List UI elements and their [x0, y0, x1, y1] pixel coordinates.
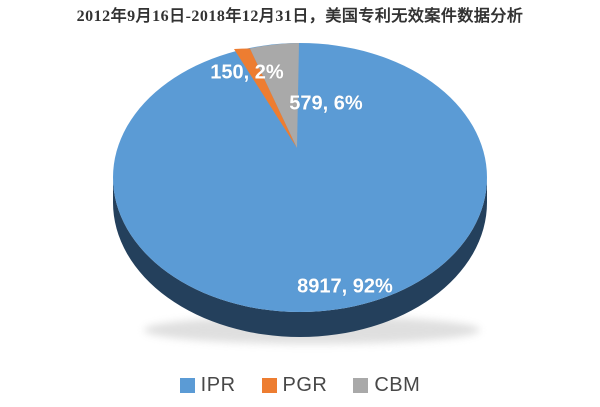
- chart-title: 2012年9月16日-2018年12月31日，美国专利无效案件数据分析: [76, 8, 524, 25]
- legend-swatch-pgr: [261, 378, 277, 393]
- data-label-ipr: 8917, 92%: [297, 275, 393, 298]
- legend: IPR PGR CBM: [0, 374, 600, 397]
- legend-swatch-ipr: [179, 378, 195, 393]
- legend-label-ipr: IPR: [200, 374, 236, 396]
- data-label-pgr: 150, 2%: [210, 61, 284, 84]
- legend-item-ipr: IPR: [179, 374, 236, 397]
- pie-side-3d: [113, 177, 487, 337]
- pie-slice-cbm: [250, 43, 299, 148]
- legend-item-cbm: CBM: [353, 374, 420, 397]
- legend-label-pgr: PGR: [282, 374, 328, 396]
- legend-label-cbm: CBM: [374, 374, 421, 396]
- legend-item-pgr: PGR: [261, 374, 328, 397]
- legend-swatch-cbm: [353, 378, 369, 393]
- pie-slice-pgr: [234, 48, 297, 148]
- pie-slice-ipr: [113, 43, 487, 312]
- data-label-cbm: 579, 6%: [289, 92, 363, 115]
